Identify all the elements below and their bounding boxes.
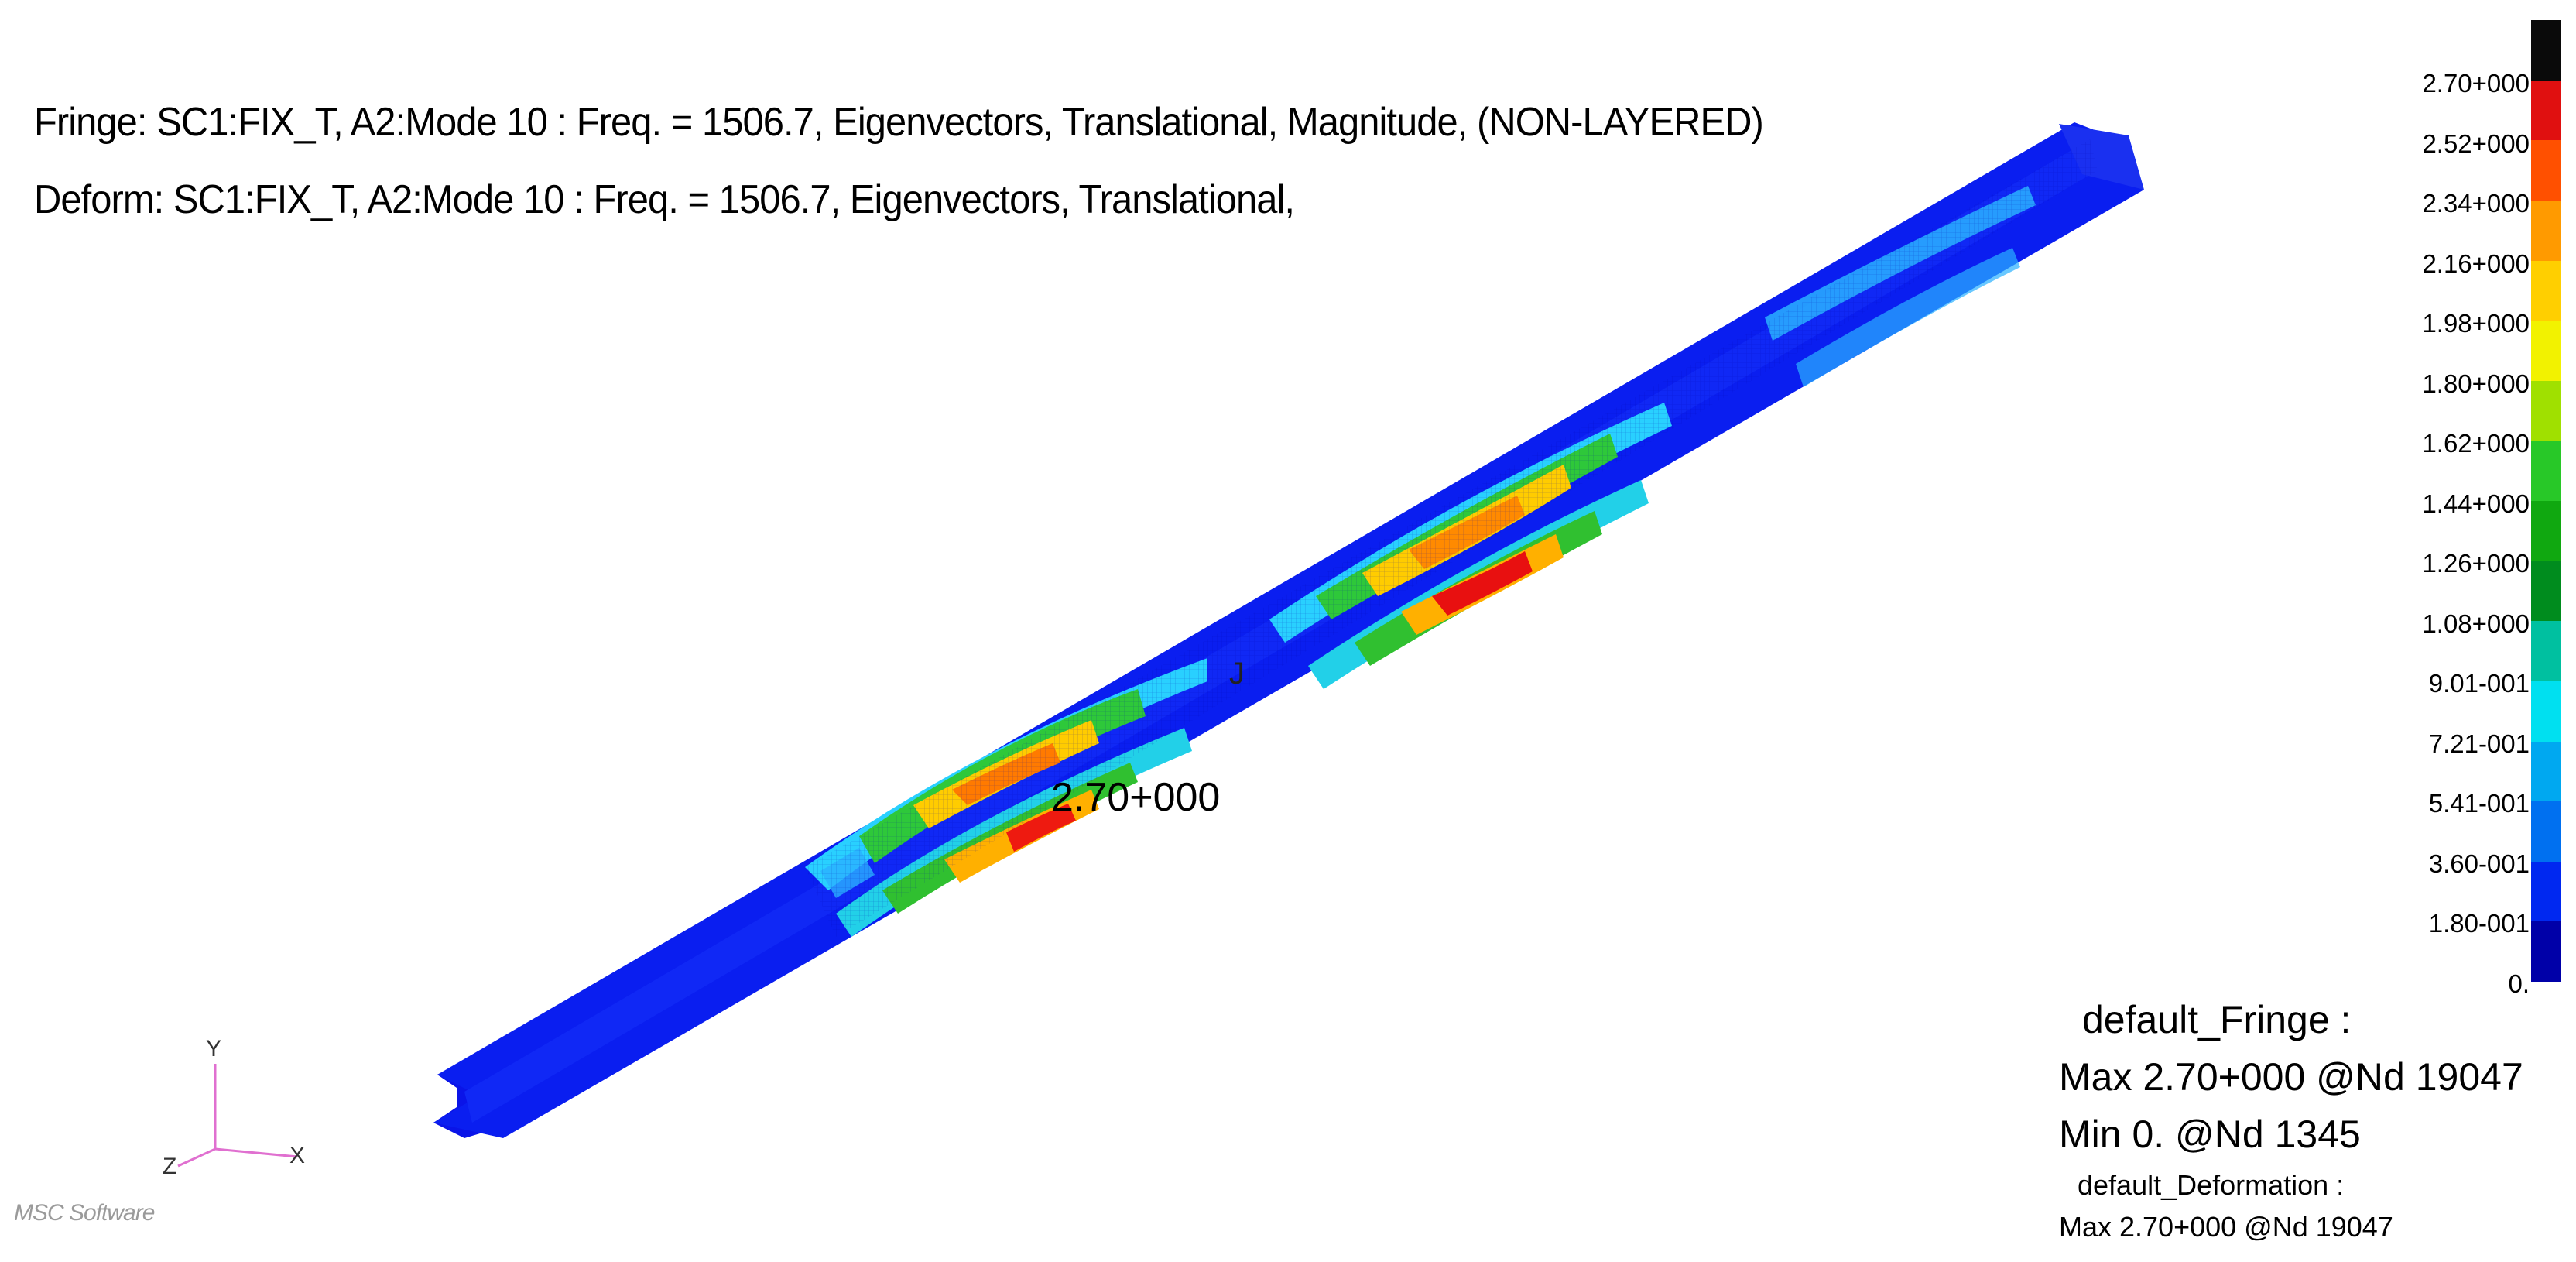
legend-tick-label: 1.80+000 <box>2422 369 2530 398</box>
legend-tick-label: 0. <box>2508 969 2530 998</box>
axis-x-line <box>214 1147 298 1158</box>
legend-band <box>2531 200 2561 261</box>
deform-info-title: default_Deformation : <box>2078 1169 2345 1201</box>
axis-z-line <box>177 1147 216 1168</box>
legend-band <box>2531 380 2561 441</box>
legend-tick-label: 2.16+000 <box>2422 249 2530 278</box>
fringe-max: Max 2.70+000 @Nd 19047 <box>2059 1055 2523 1099</box>
legend-band <box>2531 801 2561 862</box>
legend-tick-label: 9.01-001 <box>2428 669 2530 698</box>
mode-bulges <box>805 139 2098 937</box>
legend-band <box>2531 561 2561 622</box>
legend-band <box>2531 80 2561 141</box>
axis-z-label: Z <box>163 1154 177 1179</box>
fringe-min: Min 0. @Nd 1345 <box>2059 1113 2361 1156</box>
legend-tick-label: 5.41-001 <box>2428 789 2530 818</box>
legend-tick-label: 1.26+000 <box>2422 549 2530 578</box>
legend-band <box>2531 20 2561 81</box>
legend-band <box>2531 921 2561 982</box>
legend-band <box>2531 681 2561 742</box>
legend-tick-label: 1.62+000 <box>2422 429 2530 458</box>
legend-band <box>2531 260 2561 321</box>
legend-band <box>2531 741 2561 802</box>
axis-triad <box>177 1064 298 1168</box>
legend-band <box>2531 140 2561 201</box>
legend-band <box>2531 441 2561 501</box>
legend-tick-label: 1.08+000 <box>2422 609 2530 638</box>
legend-tick-label: 2.52+000 <box>2422 129 2530 158</box>
axis-y-label: Y <box>206 1036 222 1061</box>
legend-tick-label: 1.98+000 <box>2422 309 2530 338</box>
legend-band <box>2531 621 2561 681</box>
legend-tick-label: 2.34+000 <box>2422 189 2530 218</box>
deform-title: Deform: SC1:FIX_T, A2:Mode 10 : Freq. = … <box>34 177 1295 222</box>
legend-band <box>2531 861 2561 922</box>
legend-tick-label: 1.44+000 <box>2422 489 2530 518</box>
color-legend-bar <box>2531 20 2561 982</box>
node-marker: J <box>1229 657 1245 691</box>
legend-tick-label: 1.80-001 <box>2428 909 2530 938</box>
legend-band <box>2531 501 2561 561</box>
fringe-title: Fringe: SC1:FIX_T, A2:Mode 10 : Freq. = … <box>34 100 1764 145</box>
legend-tick-label: 2.70+000 <box>2422 69 2530 98</box>
beam-right-end <box>2059 124 2144 190</box>
axis-x-label: X <box>289 1143 306 1168</box>
legend-band <box>2531 321 2561 381</box>
legend-tick-label: 7.21-001 <box>2428 729 2530 758</box>
deform-max: Max 2.70+000 @Nd 19047 <box>2059 1211 2393 1243</box>
msc-logo: MSC Software <box>14 1200 155 1226</box>
legend-tick-label: 3.60-001 <box>2428 849 2530 878</box>
fringe-info-title: default_Fringe : <box>2082 998 2352 1041</box>
max-value-label: 2.70+000 <box>1051 775 1221 820</box>
